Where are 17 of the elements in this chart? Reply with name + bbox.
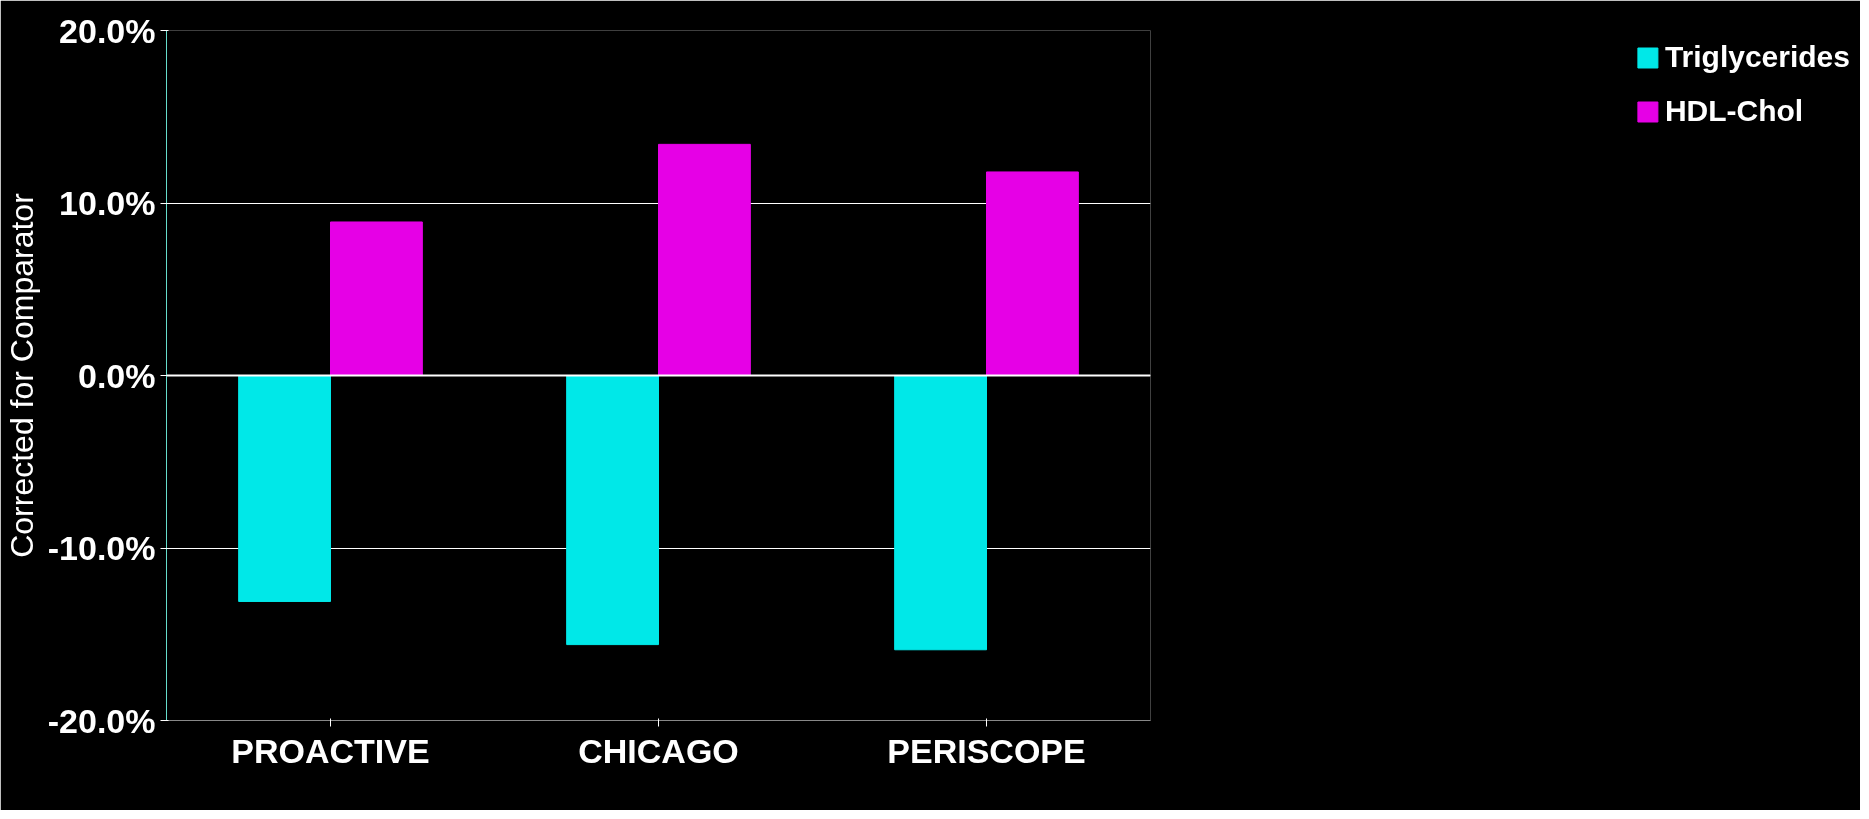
y-tick-label: -10.0% <box>47 529 156 567</box>
bar <box>238 375 331 602</box>
bar <box>894 375 987 651</box>
y-axis-title: Corrected for Comparator <box>3 192 40 558</box>
y-tick-label: 10.0% <box>59 184 156 222</box>
bar <box>658 143 751 376</box>
bar <box>330 221 423 376</box>
x-tick-label: PROACTIVE <box>231 731 430 770</box>
x-tick-label: CHICAGO <box>578 731 739 770</box>
y-tick-label: 20.0% <box>59 11 156 50</box>
bar <box>986 171 1079 376</box>
y-tick-label: 0.0% <box>78 356 156 395</box>
bar <box>566 375 659 646</box>
legend-label: Triglycerides <box>1664 40 1850 74</box>
x-tick-label: PERISCOPE <box>887 731 1086 770</box>
legend-label: HDL-Chol <box>1664 94 1804 128</box>
y-tick-label: -20.0% <box>47 701 156 740</box>
